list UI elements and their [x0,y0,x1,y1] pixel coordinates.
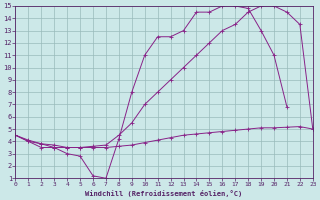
X-axis label: Windchill (Refroidissement éolien,°C): Windchill (Refroidissement éolien,°C) [85,190,243,197]
